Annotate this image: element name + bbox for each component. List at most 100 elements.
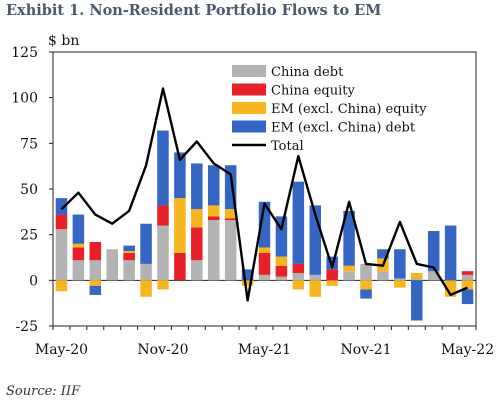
bar-segment: [461, 289, 474, 305]
bar-segment: [123, 251, 135, 253]
bar-segment: [394, 280, 406, 288]
bar-segment: [207, 216, 220, 221]
bar-segment: [241, 280, 254, 286]
x-tick-label: May-20: [35, 342, 88, 358]
bar-segment: [157, 280, 169, 290]
bar-segment: [411, 278, 423, 281]
bar-segment: [275, 216, 288, 257]
x-tick-label: Nov-20: [137, 342, 188, 358]
y-tick-label: 0: [29, 273, 38, 289]
bar-segment: [174, 152, 186, 199]
legend-label: EM (excl. China) equity: [271, 102, 427, 117]
chart-title: Exhibit 1. Non-Resident Portfolio Flows …: [6, 2, 382, 19]
bar-segment: [444, 280, 457, 297]
x-axis: May-20 Nov-20 May-21 Nov-21 May-22: [35, 326, 494, 358]
bar-segment: [140, 280, 152, 297]
y-tick-label: 50: [20, 182, 38, 198]
total-line-path: [60, 87, 468, 302]
bar-segment: [191, 163, 203, 210]
bar-segment: [157, 225, 169, 281]
bar-segment: [174, 252, 186, 281]
legend: China debt China equity EM (excl. China) e…: [232, 65, 427, 154]
bar-segment: [207, 220, 220, 281]
bar-segment: [360, 280, 372, 290]
bar-segment: [123, 245, 135, 252]
y-unit-label: $ bn: [48, 33, 79, 49]
bar-segment: [224, 209, 237, 219]
bar-segment: [275, 276, 288, 281]
bar-segment: [89, 285, 102, 295]
bar-segment: [123, 260, 135, 281]
legend-swatch: [232, 120, 266, 133]
bar-segment: [360, 289, 372, 299]
bar-segment: [207, 205, 220, 217]
bar-segment: [343, 210, 355, 266]
bar-segment: [292, 280, 305, 290]
bar-segment: [411, 280, 423, 321]
legend-label: Total: [271, 139, 304, 154]
bar-segment: [191, 227, 203, 261]
x-tick-label: May-22: [441, 342, 494, 358]
bar-segment: [343, 271, 355, 281]
legend-swatch: [232, 83, 266, 96]
bar-segment: [444, 225, 457, 281]
bar-segment: [72, 260, 85, 281]
bar-segment: [343, 265, 355, 272]
bar-segment: [258, 201, 271, 248]
y-tick-label: 75: [20, 136, 38, 152]
bar-segment: [55, 214, 68, 230]
bar-segment: [309, 205, 322, 275]
bar-segment: [224, 165, 237, 210]
x-tick-label: Nov-21: [340, 342, 391, 358]
bar-segment: [292, 263, 305, 274]
bar-segment: [411, 273, 423, 279]
bar-segment: [140, 223, 152, 264]
bar-segment: [55, 198, 68, 215]
y-tick-label: 125: [11, 45, 38, 61]
bar-segment: [174, 198, 186, 253]
bar-segment: [106, 249, 118, 281]
bar-segment: [427, 231, 440, 272]
bar-segment: [377, 249, 389, 259]
bar-segment: [292, 181, 305, 264]
bar-segment: [72, 243, 85, 248]
bar-segment: [326, 280, 338, 286]
bar-segment: [191, 209, 203, 228]
legend-label: EM (excl. China) debt: [271, 121, 416, 136]
bar-segment: [427, 271, 440, 281]
bars: [55, 130, 474, 321]
bar-segment: [377, 271, 389, 281]
bar-segment: [224, 218, 237, 221]
bar-segment: [157, 205, 169, 226]
bar-segment: [55, 280, 68, 292]
bar-segment: [89, 241, 102, 261]
y-tick-label: 25: [20, 228, 38, 244]
bar-segment: [72, 247, 85, 261]
y-tick-label: -25: [15, 319, 38, 335]
y-tick-label: 100: [11, 91, 38, 107]
legend-swatch: [232, 102, 266, 114]
x-tick-label: May-21: [238, 342, 291, 358]
bar-segment: [191, 260, 203, 281]
legend-label: China equity: [271, 84, 356, 99]
legend-label: China debt: [271, 65, 344, 80]
bar-segment: [72, 214, 85, 244]
bar-segment: [461, 280, 474, 290]
bar-segment: [123, 252, 135, 261]
bar-segment: [258, 247, 271, 253]
bar-segment: [224, 220, 237, 281]
bar-segment: [292, 273, 305, 281]
bar-segment: [89, 280, 102, 286]
bar-segment: [326, 269, 338, 281]
total-line: [60, 87, 468, 302]
bar-segment: [55, 229, 68, 281]
bar-segment: [394, 278, 406, 281]
bar-segment: [89, 260, 102, 281]
bar-segment: [207, 165, 220, 206]
bar-segment: [275, 265, 288, 277]
bar-segment: [309, 280, 322, 297]
bar-segment: [157, 130, 169, 206]
bar-segment: [360, 263, 372, 281]
bar-segment: [461, 274, 474, 281]
